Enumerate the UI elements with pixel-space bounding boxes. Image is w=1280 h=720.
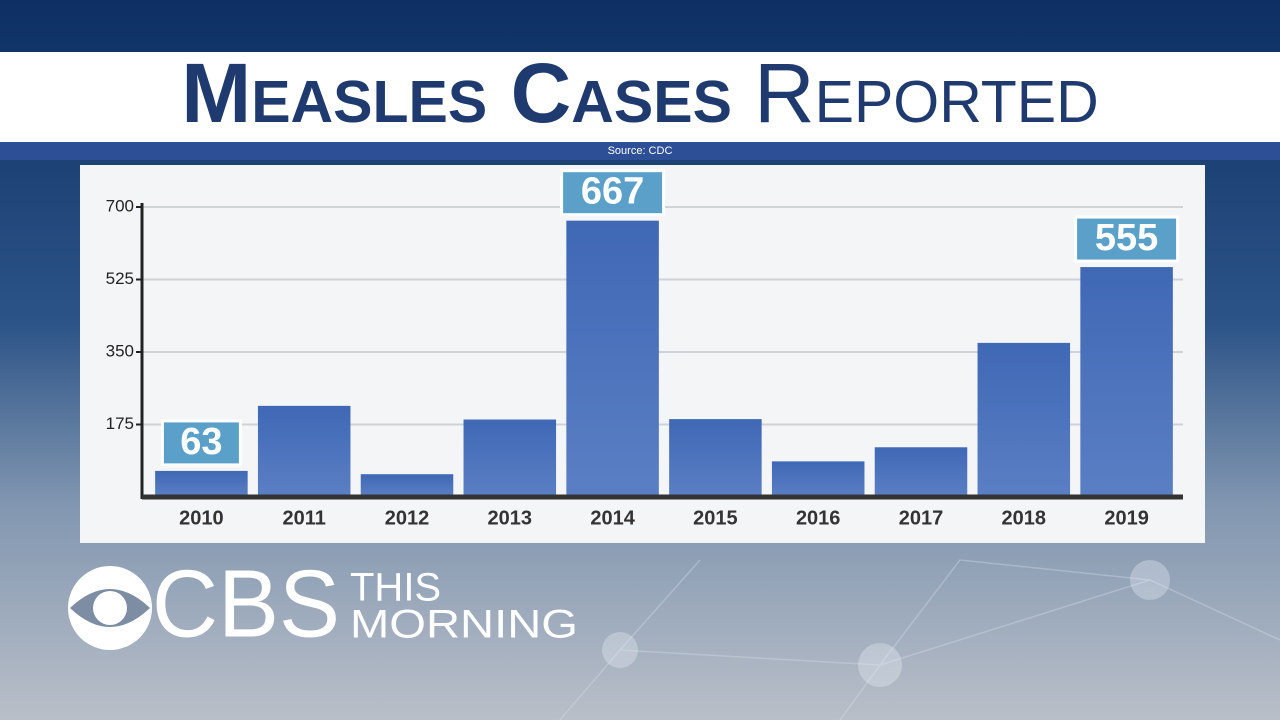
bar <box>771 461 865 497</box>
title-stripe <box>0 142 1280 160</box>
x-tick-label: 2017 <box>899 507 944 529</box>
bar <box>566 220 659 497</box>
bar <box>360 474 454 497</box>
y-tick-label: 700 <box>106 196 134 215</box>
bar <box>463 419 557 497</box>
data-label: 555 <box>1095 217 1158 259</box>
title-banner <box>0 52 1280 142</box>
network-lines <box>559 559 1280 720</box>
data-label: 667 <box>581 171 644 213</box>
x-tick-label: 2012 <box>385 507 430 529</box>
data-label-box <box>560 169 666 217</box>
x-tick-label: 2011 <box>283 507 326 529</box>
network-nodes <box>602 560 1170 687</box>
source: Source: CDC <box>608 145 673 157</box>
bar <box>1080 267 1173 497</box>
x-tick-label: 2016 <box>796 507 841 529</box>
network-name: CBS <box>152 550 340 657</box>
bar <box>155 470 248 497</box>
bar <box>257 405 351 497</box>
y-tick-label: 525 <box>106 269 134 288</box>
x-tick-label: 2010 <box>179 507 224 529</box>
y-tick-label: 175 <box>106 414 134 433</box>
data-label: 63 <box>180 421 222 463</box>
y-tick-label: 350 <box>106 341 134 360</box>
x-tick-label: 2013 <box>488 507 533 529</box>
logo: CBS THIS MORNING <box>68 550 578 657</box>
data-label-box <box>1074 215 1180 263</box>
show-line-2: MORNING <box>350 603 578 647</box>
plot: 175 350 525 700 2010 63 2011 2012 2013 2014 667 201… <box>106 169 1183 529</box>
x-tick-label: 2015 <box>693 507 738 529</box>
x-tick-label: 2019 <box>1104 507 1149 529</box>
title-light: Reported <box>754 46 1099 140</box>
bar <box>874 447 968 497</box>
show-line-1: THIS <box>350 566 441 610</box>
data-label-box <box>160 419 242 467</box>
eye-pupil <box>93 591 127 625</box>
chart-title: Measles Cases Reported <box>181 46 1099 140</box>
x-tick-label: 2018 <box>1002 507 1047 529</box>
bar <box>977 342 1071 497</box>
title-bold: Measles Cases <box>181 46 732 140</box>
x-tick-label: 2014 <box>590 507 635 529</box>
bar <box>669 419 762 497</box>
